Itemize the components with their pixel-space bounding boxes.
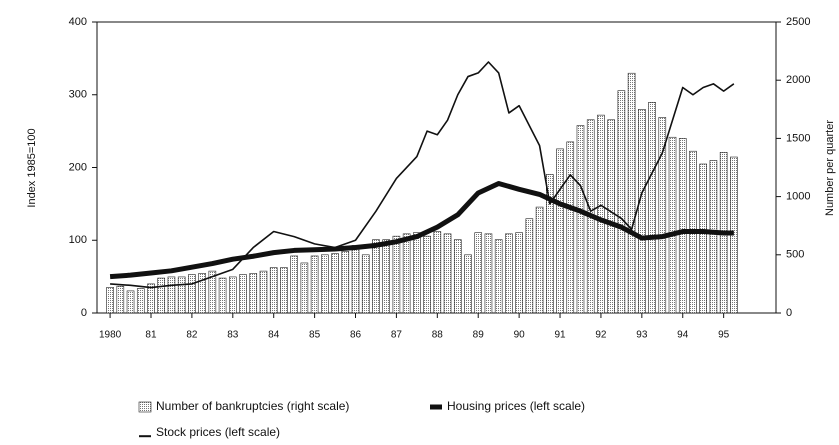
x-tick-label: 84: [268, 330, 280, 341]
bar: [525, 218, 534, 314]
legend-swatch: [430, 404, 442, 410]
y-tick-label: 100: [69, 234, 87, 246]
bar: [249, 273, 258, 314]
bar: [126, 290, 135, 314]
x-tick-label: 93: [636, 330, 648, 341]
bar: [505, 233, 513, 314]
x-tick-label: 83: [227, 330, 239, 341]
bar: [239, 274, 247, 314]
bar: [638, 109, 646, 314]
y-axis-label: Index 1985=100: [26, 128, 38, 207]
bar: [290, 255, 298, 314]
bar: [576, 125, 585, 314]
x-tick-label: 94: [677, 330, 689, 341]
bar: [402, 233, 411, 314]
y2-tick-label: 2000: [786, 74, 810, 86]
bar: [413, 232, 421, 314]
x-tick-label: 90: [514, 330, 526, 341]
x-tick-label: 91: [554, 330, 566, 341]
x-tick-label: 81: [145, 330, 157, 341]
bar: [310, 255, 319, 314]
bar: [382, 239, 390, 314]
bar: [678, 138, 687, 314]
bar: [648, 102, 656, 314]
y2-tick-label: 500: [786, 249, 804, 261]
bar: [157, 277, 166, 314]
bar: [515, 232, 523, 314]
bar: [269, 267, 278, 314]
bar: [188, 274, 196, 314]
bar: [116, 285, 125, 314]
bar: [597, 114, 605, 314]
bar: [423, 235, 431, 314]
bar: [208, 270, 217, 314]
bar: [699, 163, 707, 314]
legend-swatch: [139, 435, 151, 438]
y2-tick-label: 1000: [786, 191, 810, 203]
x-tick-label: 1980: [99, 330, 122, 341]
bar: [453, 239, 462, 314]
x-tick-label: 85: [309, 330, 321, 341]
y-tick-label: 0: [81, 307, 87, 319]
bar: [147, 283, 155, 314]
y-tick-label: 400: [69, 16, 87, 28]
bar: [617, 90, 626, 314]
bar: [321, 254, 329, 314]
bar: [280, 267, 288, 314]
y2-axis-label: Number per quarter: [824, 120, 836, 216]
y2-tick-label: 2500: [786, 16, 810, 28]
y2-tick-label: 1500: [786, 132, 810, 144]
bar: [474, 232, 483, 314]
x-tick-label: 88: [432, 330, 444, 341]
x-tick-label: 87: [391, 330, 403, 341]
bar: [546, 174, 554, 314]
bar: [658, 117, 667, 314]
legend-label: Stock prices (left scale): [156, 425, 280, 439]
x-tick-label: 92: [595, 330, 607, 341]
x-tick-label: 95: [718, 330, 730, 341]
bar: [372, 239, 380, 314]
y-tick-label: 200: [69, 161, 87, 173]
x-tick-label: 82: [186, 330, 198, 341]
bar: [392, 235, 401, 314]
bar: [106, 287, 114, 314]
bar: [494, 239, 503, 314]
bar: [668, 136, 677, 314]
bar: [167, 276, 176, 314]
x-tick-label: 89: [473, 330, 485, 341]
legend-swatch: [138, 401, 152, 413]
bar: [443, 233, 452, 314]
bar: [566, 141, 575, 314]
bar: [177, 276, 186, 314]
bar: [464, 254, 472, 314]
bar: [218, 277, 227, 314]
bar: [627, 72, 636, 314]
bar: [556, 148, 564, 314]
bar: [607, 119, 615, 314]
legend-label: Housing prices (left scale): [447, 399, 585, 413]
x-tick-label: 86: [350, 330, 362, 341]
bar: [229, 276, 237, 314]
bar: [535, 206, 544, 314]
bar: [484, 233, 493, 314]
legend-label: Number of bankruptcies (right scale): [156, 399, 349, 413]
bar: [341, 251, 350, 314]
bar: [259, 270, 268, 314]
bar: [198, 273, 206, 314]
bar: [351, 245, 360, 314]
bar: [361, 254, 370, 314]
bar: [709, 160, 718, 314]
line: [109, 181, 734, 280]
y-tick-label: 300: [69, 89, 87, 101]
line: [110, 61, 735, 289]
y2-tick-label: 0: [786, 307, 792, 319]
bar: [433, 231, 442, 314]
bar: [300, 262, 309, 314]
bar: [136, 288, 145, 314]
bar: [331, 253, 339, 314]
